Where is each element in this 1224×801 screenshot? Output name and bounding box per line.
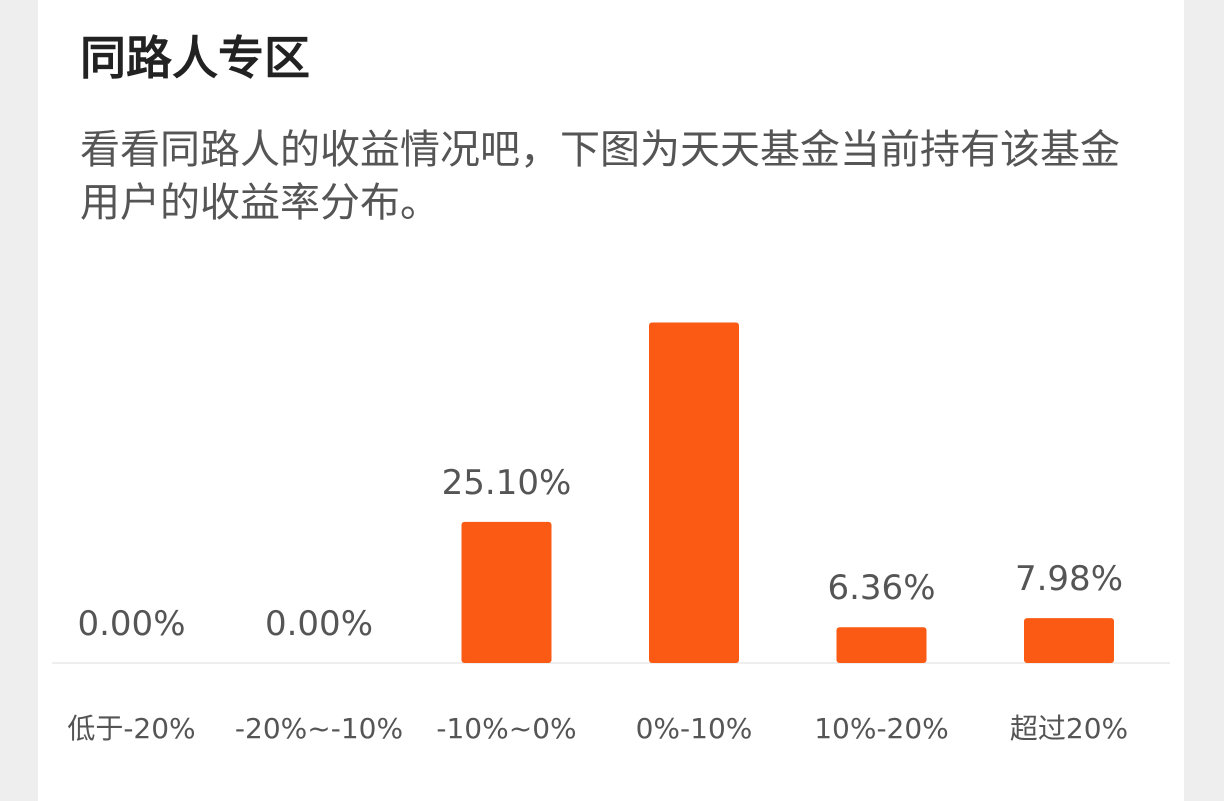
bar-4	[836, 627, 927, 663]
category-label-0: 低于-20%	[67, 712, 195, 745]
section-description: 看看同路人的收益情况吧，下图为天天基金当前持有该基金用户的收益率分布。	[80, 127, 1120, 226]
category-label-2: -10%~0%	[436, 712, 576, 745]
category-label-5: 超过20%	[1010, 712, 1128, 745]
bar-value-label-2: 25.10%	[442, 463, 572, 503]
bar-2	[461, 521, 552, 663]
bar-value-label-0: 0.00%	[77, 604, 185, 644]
fellow-investors-card: 同路人专区 看看同路人的收益情况吧，下图为天天基金当前持有该基金用户的收益率分布…	[38, 0, 1184, 801]
bar-3	[649, 322, 739, 663]
section-title: 同路人专区	[80, 31, 310, 85]
category-label-1: -20%~-10%	[235, 712, 403, 745]
bar-value-label-4: 6.36%	[827, 568, 935, 608]
bar-value-label-1: 0.00%	[265, 604, 373, 644]
return-distribution-chart: 0.00% 0.00% 25.10% 6.36% 7.98% 低于-20% -20%~-1…	[52, 322, 1170, 745]
category-label-3: 0%-10%	[636, 712, 753, 745]
category-label-4: 10%-20%	[814, 712, 949, 745]
bar-value-label-5: 7.98%	[1015, 559, 1123, 599]
bar-5	[1024, 618, 1114, 663]
